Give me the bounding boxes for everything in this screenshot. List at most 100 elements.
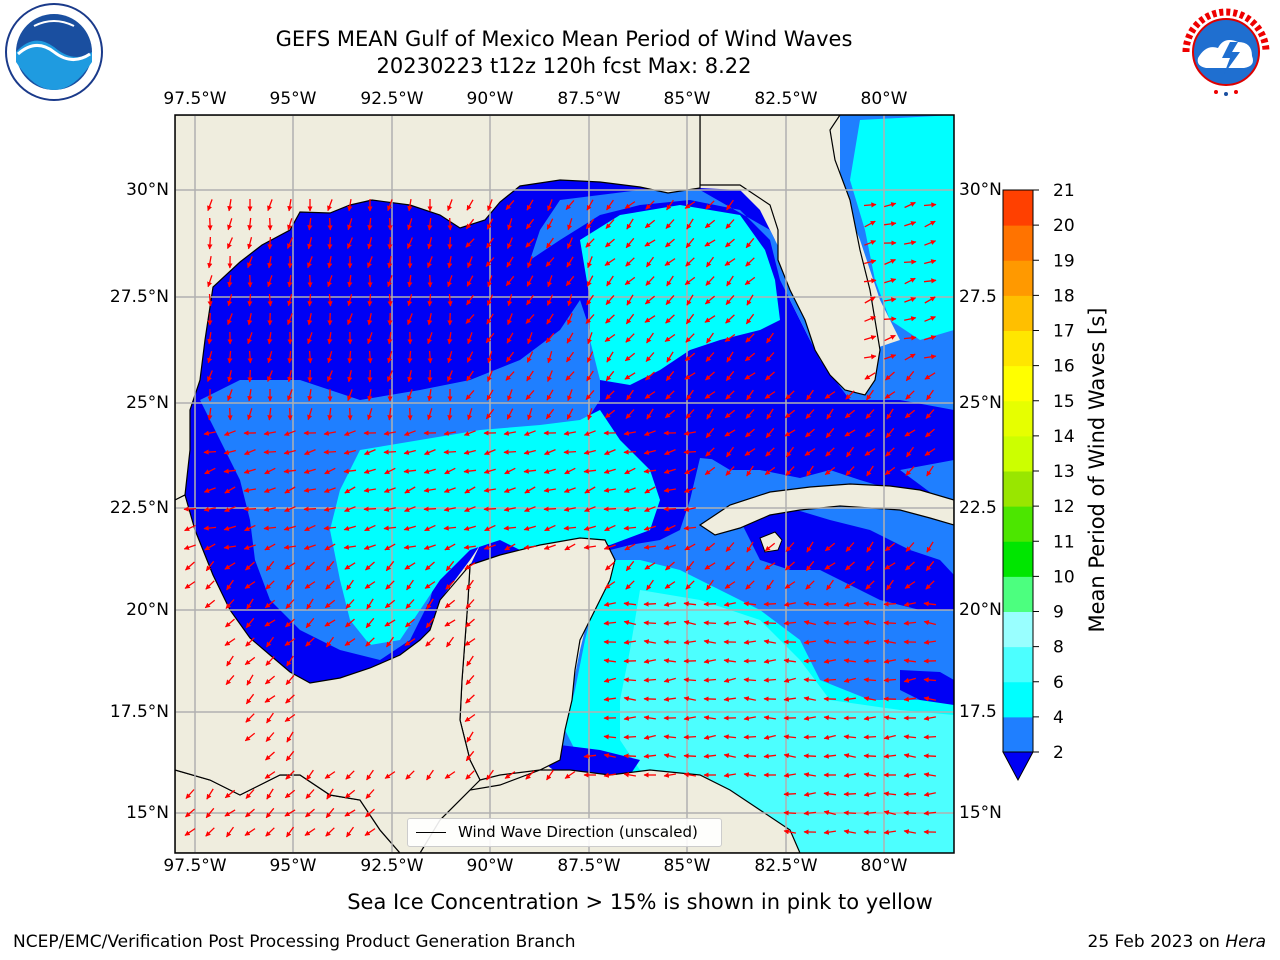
wind-wave-arrow xyxy=(404,562,416,570)
wind-wave-arrow xyxy=(226,579,234,591)
wind-wave-arrow xyxy=(625,313,635,325)
wind-wave-arrow xyxy=(783,696,796,702)
wind-wave-arrow xyxy=(246,674,254,686)
wind-wave-arrow xyxy=(223,544,236,550)
wind-wave-arrow xyxy=(507,294,513,307)
lat-tick-right: 17.5 xyxy=(959,702,997,722)
wind-wave-arrow xyxy=(423,544,436,550)
wind-wave-arrow xyxy=(283,449,296,455)
wind-wave-arrow xyxy=(267,293,273,307)
wind-wave-arrow xyxy=(224,486,236,494)
wind-wave-arrow xyxy=(903,620,917,626)
wind-wave-arrow xyxy=(783,829,797,835)
wind-wave-arrow xyxy=(706,332,714,344)
wind-wave-arrow xyxy=(643,639,657,645)
wind-wave-arrow xyxy=(405,599,415,609)
lon-tick-top: 97.5°W xyxy=(163,89,227,109)
wind-wave-arrow xyxy=(843,696,856,702)
wind-wave-arrow xyxy=(843,753,856,759)
wind-wave-arrow xyxy=(263,449,277,455)
wind-wave-arrow xyxy=(706,579,714,591)
wind-wave-arrow xyxy=(467,332,473,345)
wind-wave-arrow xyxy=(227,350,233,364)
wind-wave-arrow xyxy=(505,371,515,381)
wind-wave-arrow xyxy=(284,638,296,646)
wind-wave-arrow xyxy=(265,656,275,666)
wind-wave-arrow xyxy=(363,544,376,550)
wind-wave-arrow xyxy=(923,202,937,208)
wind-wave-arrow xyxy=(645,276,655,286)
wind-wave-arrow xyxy=(844,429,856,437)
wind-wave-arrow xyxy=(764,562,776,570)
colorbar-segment xyxy=(1003,435,1033,472)
wind-wave-arrow xyxy=(365,789,375,799)
wind-wave-arrow xyxy=(223,525,236,531)
colorbar-segment xyxy=(1003,400,1033,437)
lon-tick-top: 90°W xyxy=(466,89,514,109)
wind-wave-arrow xyxy=(506,332,514,344)
wind-wave-arrow xyxy=(207,275,213,288)
wind-wave-arrow xyxy=(784,409,796,419)
wind-wave-arrow xyxy=(384,467,396,475)
wind-wave-arrow xyxy=(365,561,375,571)
wind-wave-arrow xyxy=(587,408,593,421)
wind-wave-arrow xyxy=(783,810,797,816)
wind-wave-arrow xyxy=(307,332,313,345)
wind-wave-arrow xyxy=(206,788,214,800)
colorbar-segment xyxy=(1003,681,1033,718)
lat-tick-left: 27.5°N xyxy=(109,287,169,307)
wind-wave-arrow xyxy=(227,198,233,212)
colorbar-label: Mean Period of Wind Waves [s] xyxy=(1085,307,1109,633)
wind-wave-arrow xyxy=(666,199,674,211)
wind-wave-arrow xyxy=(745,409,755,419)
wind-wave-arrow xyxy=(746,541,754,553)
wind-wave-arrow xyxy=(384,771,396,779)
colorbar-segment xyxy=(1003,471,1033,507)
wind-wave-arrow xyxy=(523,430,536,436)
wind-wave-arrow xyxy=(663,487,677,493)
wind-wave-arrow xyxy=(785,390,795,400)
wind-wave-arrow xyxy=(865,428,875,438)
wind-wave-arrow xyxy=(207,332,213,345)
wind-wave-arrow xyxy=(447,293,453,307)
wind-wave-arrow xyxy=(843,772,857,778)
wind-wave-arrow xyxy=(663,620,677,626)
wind-wave-arrow xyxy=(507,389,513,402)
wind-wave-arrow xyxy=(485,332,495,344)
wind-wave-arrow xyxy=(605,238,615,248)
wind-wave-arrow xyxy=(625,257,635,267)
wind-wave-arrow xyxy=(227,218,233,231)
wind-wave-arrow xyxy=(227,275,233,288)
wind-wave-arrow xyxy=(267,199,273,212)
wind-wave-arrow xyxy=(444,599,456,609)
lat-tick-right: 20°N xyxy=(959,600,1002,620)
colorbar-segment xyxy=(1003,541,1033,577)
wind-wave-arrow xyxy=(305,789,315,799)
wind-wave-arrow xyxy=(904,409,916,419)
wind-wave-arrow xyxy=(387,275,393,288)
wind-wave-arrow xyxy=(203,430,217,436)
wind-wave-arrow xyxy=(783,791,797,797)
wind-wave-arrow xyxy=(764,466,776,476)
wind-wave-arrow xyxy=(525,218,535,230)
wind-wave-arrow xyxy=(643,449,656,455)
wind-wave-arrow xyxy=(247,350,253,364)
wind-wave-arrow xyxy=(465,218,475,230)
wind-wave-arrow xyxy=(623,696,637,702)
wind-wave-arrow xyxy=(605,561,615,571)
wind-wave-arrow xyxy=(307,388,313,402)
wind-wave-arrow xyxy=(866,541,874,553)
wind-wave-arrow xyxy=(823,734,836,740)
wind-wave-arrow xyxy=(583,430,596,436)
wind-wave-arrow xyxy=(745,313,755,325)
wind-wave-arrow xyxy=(663,601,676,607)
wind-wave-arrow xyxy=(763,620,777,626)
wind-wave-arrow xyxy=(247,217,253,231)
wind-wave-arrow xyxy=(665,238,675,248)
wind-wave-arrow xyxy=(583,525,596,531)
colorbar-tick-label: 21 xyxy=(1053,181,1075,201)
wind-wave-arrow xyxy=(266,788,274,800)
wind-wave-arrow xyxy=(387,217,393,231)
wind-wave-arrow xyxy=(207,199,213,212)
wind-wave-arrow xyxy=(343,449,356,455)
